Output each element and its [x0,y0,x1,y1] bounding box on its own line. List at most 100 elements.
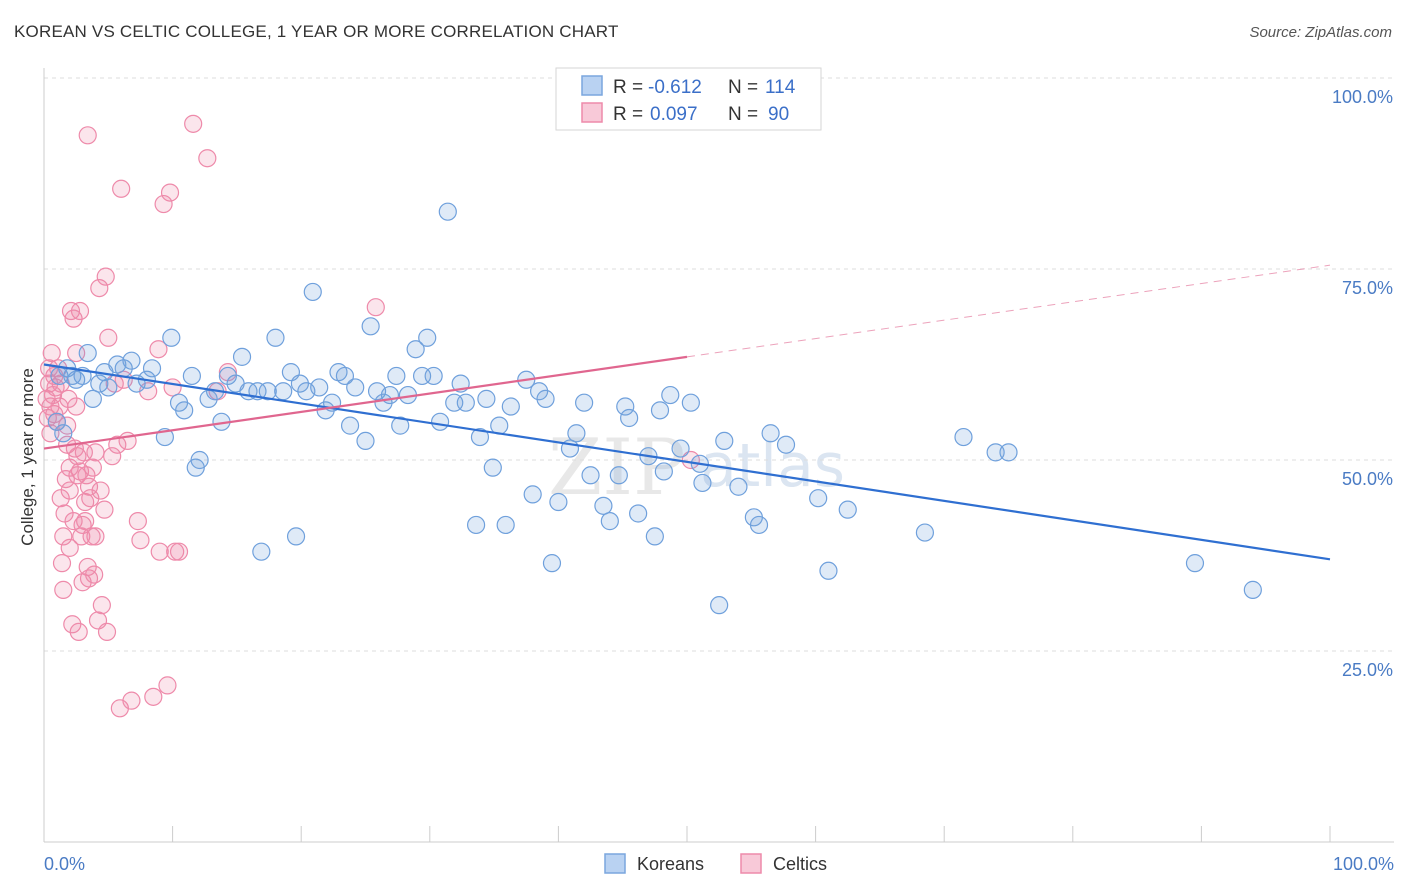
koreans-point-76 [536,389,555,408]
koreans-point-82 [581,466,600,485]
celtics-point-53 [86,443,105,462]
koreans-point-35 [266,328,285,347]
legend-r-value-koreans: -0.612 [648,77,702,98]
koreans-point-93 [661,385,680,405]
trend-lines [43,264,1331,561]
y-tick-label-25: 25.0% [1342,660,1393,680]
celtics-point-71 [128,512,147,531]
koreans-point-67 [470,427,490,447]
koreans-point-49 [356,431,375,450]
series-legend: Koreans Celtics [604,853,827,874]
celtics-point-67 [112,179,131,198]
koreans-trend-line [43,363,1331,561]
koreans-point-75 [530,382,549,401]
celtics-point-6 [42,343,61,363]
celtics-point-74 [144,687,163,706]
celtics-points [37,114,700,718]
celtics-point-43 [76,512,95,531]
koreans-point-48 [346,378,365,397]
celtics-point-25 [60,481,79,500]
koreans-point-17 [142,359,162,378]
bottom-legend-label-celtics: Celtics [773,854,827,874]
koreans-point-19 [162,328,181,347]
koreans-point-38 [286,527,306,546]
koreans-point-111 [1185,554,1205,573]
celtics-point-62 [99,328,118,347]
celtics-point-76 [150,542,169,561]
celtics-point-63 [103,447,122,466]
koreans-point-47 [340,416,360,435]
x-tick-label-max: 100.0% [1333,854,1394,874]
celtics-point-52 [85,565,104,584]
koreans-point-41 [303,282,322,302]
correlation-legend: R = -0.612 N = 114 R = 0.097 N = 90 [555,67,822,131]
celtics-point-61 [97,622,117,642]
celtics-point-56 [90,279,109,298]
celtics-point-50 [82,527,101,546]
koreans-point-68 [477,389,496,408]
celtics-point-89 [60,538,79,557]
koreans-point-65 [456,393,475,412]
legend-r-label-celtics: R = [613,104,643,125]
koreans-point-110 [915,523,935,542]
koreans-point-62 [438,202,457,221]
y-axis-tick-labels: 25.0% 50.0% 75.0% 100.0% [1332,87,1393,680]
koreans-point-46 [335,366,355,386]
celtics-point-70 [122,691,141,710]
celtics-point-16 [52,554,72,573]
koreans-points [47,202,1262,615]
legend-n-value-koreans: 114 [765,77,796,98]
celtics-point-28 [64,309,83,328]
y-tick-label-100: 100.0% [1332,87,1393,107]
celtics-point-23 [59,389,78,408]
koreans-point-107 [809,489,828,508]
celtics-point-79 [160,183,180,202]
koreans-point-78 [549,492,568,512]
koreans-point-98 [710,596,729,615]
koreans-point-9 [90,374,109,393]
legend-r-label-koreans: R = [613,77,643,98]
celtics-point-77 [154,194,173,214]
koreans-point-57 [406,340,425,359]
x-tick-label-min: 0.0% [44,854,85,874]
celtics-point-17 [54,527,73,546]
koreans-point-97 [693,473,712,493]
legend-n-label-koreans: N = [728,77,758,98]
watermark-atlas: atlas [700,431,845,501]
bottom-legend-swatch-koreans [604,853,626,874]
koreans-point-71 [496,515,515,535]
koreans-point-74 [523,485,542,504]
koreans-point-86 [616,397,635,416]
koreans-point-94 [671,439,690,458]
koreans-point-106 [819,561,838,580]
celtics-point-84 [198,149,217,168]
celtics-point-4 [41,424,60,443]
koreans-point-28 [218,366,237,386]
koreans-point-54 [387,366,406,386]
celtics-point-45 [78,126,97,145]
legend-swatch-koreans [581,75,603,96]
koreans-point-95 [681,393,700,412]
celtics-point-57 [91,481,110,500]
celtics-point-60 [96,267,115,286]
source-credit: Source: ZipAtlas.com [1249,24,1392,41]
celtics-point-78 [158,676,177,695]
koreans-point-72 [501,397,520,416]
celtics-point-49 [81,489,100,508]
koreans-point-34 [258,382,277,401]
koreans-point-36 [274,382,293,401]
koreans-point-109 [999,443,1018,462]
legend-n-label-celtics: N = [728,104,758,125]
legend-r-value-celtics: 0.097 [650,104,698,125]
koreans-point-91 [650,401,670,420]
celtics-point-35 [69,622,88,642]
celtics-point-27 [63,615,82,634]
celtics-point-54 [86,527,105,546]
koreans-point-55 [391,416,410,435]
celtics-point-83 [184,114,203,133]
celtics-point-51 [83,458,102,477]
bottom-legend-swatch-celtics [740,853,762,874]
koreans-point-2 [54,424,73,443]
koreans-point-21 [175,401,194,420]
